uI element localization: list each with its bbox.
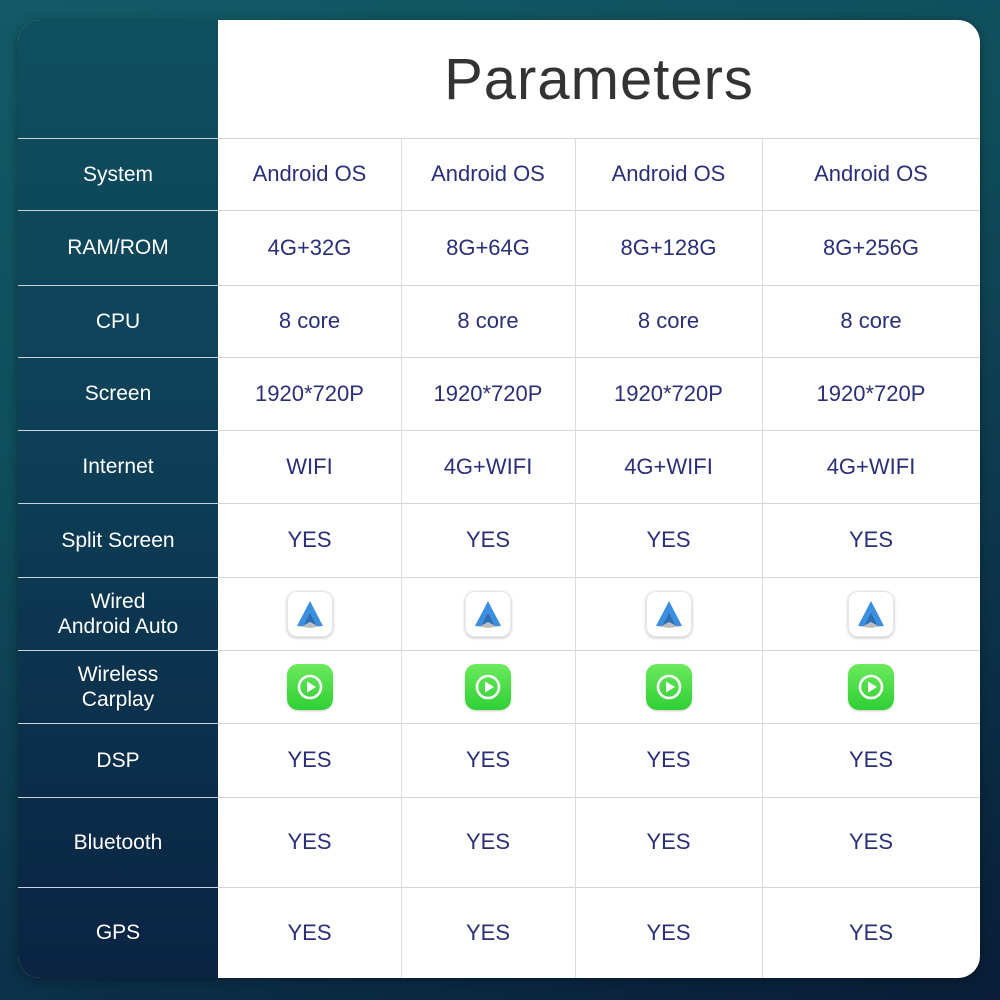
table-cell: YES	[287, 829, 332, 854]
row-divider	[18, 357, 980, 358]
carplay-icon	[848, 663, 894, 710]
table-cell: YES	[287, 747, 332, 772]
row-label: Internet	[82, 455, 154, 478]
android-auto-icon	[286, 590, 333, 637]
table-cell: YES	[646, 527, 691, 552]
row-divider	[18, 650, 980, 651]
table-cell: 8G+256G	[822, 234, 919, 260]
table-cell: 1920*720P	[433, 380, 543, 406]
table-cell: 1920*720P	[614, 380, 723, 406]
label-divider	[18, 210, 218, 211]
row-label: RAM/ROM	[67, 236, 169, 259]
row-label: DSP	[96, 748, 140, 772]
row-divider	[18, 503, 980, 504]
table-cell-icon	[575, 577, 762, 650]
table-cell-icon	[575, 650, 762, 723]
table-cell: YES	[848, 919, 894, 945]
table-cell: Android OS	[814, 161, 928, 186]
table-cell-icon	[218, 577, 401, 650]
row-divider	[18, 797, 980, 798]
table-cell: YES	[465, 919, 511, 945]
android-auto-icon	[465, 590, 511, 637]
table-cell: YES	[287, 919, 332, 945]
table-cell: YES	[848, 747, 894, 772]
row-label: System	[82, 162, 153, 186]
table-cell: 4G+WIFI	[826, 453, 916, 479]
label-divider	[18, 723, 218, 724]
column-divider	[401, 138, 402, 978]
label-divider	[18, 285, 218, 286]
row-divider	[18, 138, 980, 139]
label-divider	[18, 138, 218, 139]
table-cell: 4G+WIFI	[624, 453, 713, 479]
table-cell: YES	[465, 747, 511, 772]
android-auto-icon	[848, 590, 894, 637]
table-cell: YES	[848, 527, 894, 552]
table-cell: 1920*720P	[816, 380, 926, 406]
row-label: Wired Android Auto	[57, 589, 179, 638]
label-divider	[18, 797, 218, 798]
table-cell: 8G+128G	[620, 234, 717, 260]
android-auto-icon	[645, 590, 692, 637]
table-cell: 8 core	[278, 308, 341, 333]
row-label: Screen	[84, 382, 152, 405]
table-cell-icon	[762, 577, 980, 650]
table-cell: Android OS	[431, 161, 545, 186]
row-label: Split Screen	[61, 528, 175, 552]
table-cell: YES	[465, 829, 511, 854]
table-cell-icon	[401, 650, 575, 723]
column-divider	[575, 138, 576, 978]
table-cell: Android OS	[252, 161, 367, 186]
table-cell: YES	[287, 527, 332, 552]
table-cell: 1920*720P	[255, 380, 364, 406]
label-divider	[18, 503, 218, 504]
table-cell: WIFI	[286, 453, 333, 479]
column-divider	[762, 138, 763, 978]
label-divider	[18, 577, 218, 578]
table-cell-icon	[218, 650, 401, 723]
row-divider	[18, 887, 980, 888]
row-label: CPU	[95, 309, 141, 333]
table-cell: YES	[848, 829, 894, 854]
carplay-icon	[645, 663, 692, 710]
row-divider	[18, 577, 980, 578]
table-cell: 8G+64G	[446, 234, 530, 260]
table-cell: Android OS	[611, 161, 726, 186]
table-cell: YES	[646, 919, 691, 945]
table-cell-icon	[401, 577, 575, 650]
carplay-icon	[286, 663, 333, 710]
row-divider	[18, 430, 980, 431]
row-label: Wireless Carplay	[77, 662, 159, 711]
row-label: GPS	[95, 921, 141, 944]
row-label: Bluetooth	[73, 830, 163, 854]
table-cell: 8 core	[840, 308, 902, 333]
row-divider	[18, 285, 980, 286]
table-cell: YES	[646, 747, 691, 772]
table-cell: 4G+32G	[267, 234, 352, 260]
parameters-card: Parameters System Android OS Android OS And…	[18, 20, 980, 978]
table-cell: 4G+WIFI	[443, 453, 533, 479]
carplay-icon	[465, 663, 511, 710]
table-cell: YES	[465, 527, 511, 552]
page-title: Parameters	[444, 46, 754, 112]
table-cell: 8 core	[637, 308, 700, 333]
label-divider	[18, 357, 218, 358]
table-cell-icon	[762, 650, 980, 723]
table-cell: 8 core	[457, 308, 519, 333]
table-cell: YES	[646, 829, 691, 854]
label-divider	[18, 430, 218, 431]
row-divider	[18, 723, 980, 724]
label-divider	[18, 650, 218, 651]
row-label-column	[18, 20, 218, 978]
row-divider	[18, 210, 980, 211]
label-divider	[18, 887, 218, 888]
